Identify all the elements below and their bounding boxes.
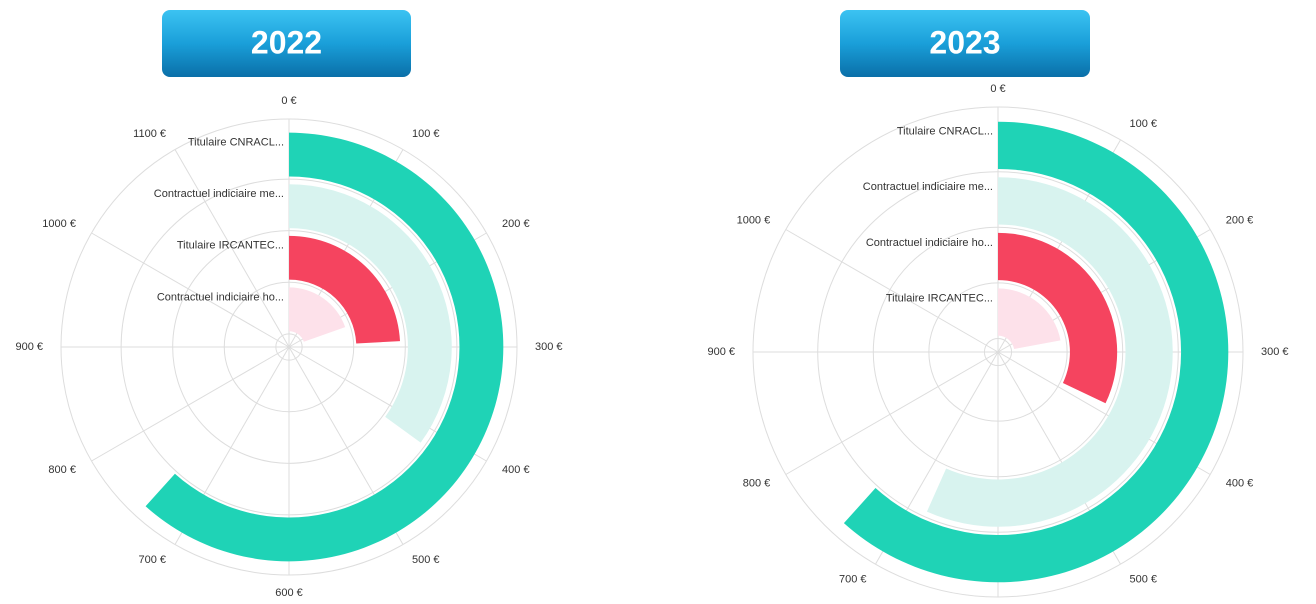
tick-label: 900 € <box>15 341 43 353</box>
tick-label: 900 € <box>707 346 735 358</box>
category-label: Contractuel indiciaire ho... <box>866 237 993 249</box>
tick-label: 100 € <box>1130 118 1158 130</box>
category-label: Titulaire CNRACL... <box>188 137 284 149</box>
bar <box>998 288 1061 350</box>
category-label: Titulaire IRCANTEC... <box>177 240 284 252</box>
tick-label: 500 € <box>1130 574 1158 586</box>
category-label: Titulaire IRCANTEC... <box>886 292 993 304</box>
spoke <box>785 229 999 353</box>
title-button <box>840 10 1090 77</box>
chart-title: 2023 <box>929 24 1000 60</box>
tick-label: 1000 € <box>42 218 76 230</box>
chart-title: 2022 <box>251 24 322 60</box>
category-label: Contractuel indiciaire ho... <box>157 291 284 303</box>
bar <box>843 121 1229 583</box>
tick-label: 400 € <box>502 464 530 476</box>
bar <box>289 287 346 342</box>
spoke <box>785 351 999 475</box>
bar <box>926 177 1173 527</box>
bar <box>998 232 1118 404</box>
tick-label: 100 € <box>412 128 440 140</box>
bar <box>289 235 401 344</box>
tick-label: 1000 € <box>737 214 771 226</box>
bar <box>289 184 452 443</box>
spoke <box>174 149 290 348</box>
tick-label: 200 € <box>1226 214 1254 226</box>
tick-label: 600 € <box>275 587 303 599</box>
tick-label: 800 € <box>743 477 771 489</box>
tick-label: 500 € <box>412 554 440 566</box>
tick-label: 700 € <box>138 554 166 566</box>
bar <box>145 132 504 562</box>
category-label: Titulaire CNRACL... <box>897 126 993 138</box>
tick-label: 700 € <box>839 574 867 586</box>
spoke <box>91 232 290 348</box>
tick-label: 0 € <box>281 95 296 107</box>
tick-label: 300 € <box>535 341 563 353</box>
tick-label: 800 € <box>48 464 76 476</box>
spoke <box>91 346 290 462</box>
title-button <box>162 10 411 77</box>
category-label: Contractuel indiciaire me... <box>863 181 993 193</box>
category-label: Contractuel indiciaire me... <box>154 188 284 200</box>
tick-label: 200 € <box>502 218 530 230</box>
tick-label: 400 € <box>1226 477 1254 489</box>
tick-label: 1100 € <box>133 128 166 140</box>
tick-label: 300 € <box>1261 346 1289 358</box>
tick-label: 0 € <box>990 83 1005 95</box>
